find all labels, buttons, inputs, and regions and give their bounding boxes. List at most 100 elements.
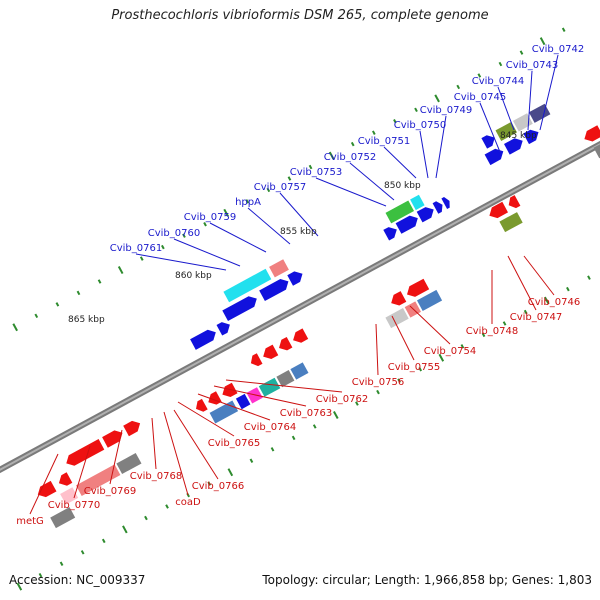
gene-feature bbox=[37, 480, 57, 498]
gene-label: Cvib_0745 bbox=[454, 92, 506, 103]
gene-feature bbox=[223, 268, 272, 303]
leader-line bbox=[247, 207, 291, 245]
tick-mark-upper bbox=[161, 244, 165, 250]
leader-line bbox=[163, 411, 189, 496]
tick-mark-lower bbox=[101, 538, 106, 544]
gene-label: Cvib_0765 bbox=[208, 438, 260, 449]
gene-feature bbox=[293, 328, 309, 343]
leader-line bbox=[391, 315, 415, 361]
gene-feature bbox=[407, 278, 430, 297]
leader-line bbox=[539, 54, 559, 131]
tick-mark-upper bbox=[182, 233, 186, 238]
leader-line bbox=[29, 453, 59, 515]
gene-feature bbox=[246, 387, 263, 404]
tick-mark-lower bbox=[16, 582, 23, 591]
gene-label: hppA bbox=[235, 197, 261, 208]
leader-line bbox=[419, 130, 429, 179]
gene-feature bbox=[523, 129, 539, 145]
tick-mark-lower bbox=[38, 572, 43, 578]
kbp-label: 860 kbp bbox=[175, 271, 212, 281]
tick-mark-upper bbox=[561, 27, 566, 32]
tick-mark-lower bbox=[438, 353, 445, 362]
gene-feature bbox=[481, 135, 495, 149]
tick-mark-lower bbox=[227, 468, 234, 477]
tick-mark-upper bbox=[117, 266, 124, 275]
kbp-label: 850 kbp bbox=[384, 181, 421, 191]
leader-line bbox=[349, 162, 395, 201]
leader-line bbox=[151, 417, 157, 470]
tick-mark-lower bbox=[481, 332, 486, 338]
map-title: Prosthecochloris vibrioformis DSM 265, c… bbox=[111, 8, 489, 23]
tick-mark-upper bbox=[76, 290, 81, 296]
tick-mark-lower bbox=[165, 504, 169, 509]
gene-feature bbox=[258, 377, 281, 397]
genome-summary-text: Topology: circular; Length: 1,966,858 bp… bbox=[262, 573, 592, 587]
gene-feature bbox=[410, 194, 425, 211]
tick-mark-lower bbox=[418, 366, 423, 372]
tick-mark-upper bbox=[34, 313, 39, 319]
gene-feature bbox=[76, 464, 121, 496]
tick-mark-upper bbox=[519, 50, 524, 55]
gene-label: Cvib_0769 bbox=[84, 486, 136, 497]
backbone-inner bbox=[0, 143, 600, 471]
tick-mark-upper bbox=[203, 222, 207, 227]
gene-label: Cvib_0763 bbox=[280, 408, 332, 419]
gene-feature bbox=[287, 271, 303, 286]
gene-feature bbox=[404, 301, 421, 318]
tick-mark-lower bbox=[566, 286, 570, 292]
tick-mark-upper bbox=[498, 61, 503, 67]
tick-mark-upper bbox=[287, 176, 292, 181]
gene-feature bbox=[190, 329, 216, 350]
leader-line bbox=[279, 192, 319, 237]
gene-label: Cvib_0749 bbox=[420, 105, 472, 116]
tick-mark-lower bbox=[376, 389, 380, 395]
tick-mark-lower bbox=[144, 515, 148, 521]
gene-feature bbox=[102, 430, 123, 448]
kbp-label: 845 kbp bbox=[500, 131, 537, 141]
leader-line bbox=[73, 445, 91, 499]
tick-mark-upper bbox=[308, 164, 313, 170]
gene-feature bbox=[383, 227, 397, 241]
tick-mark-upper bbox=[223, 208, 229, 217]
tick-mark-upper bbox=[414, 107, 418, 113]
gene-label: Cvib_0770 bbox=[48, 500, 100, 511]
leader-line bbox=[383, 146, 417, 179]
gene-feature bbox=[66, 439, 105, 466]
tick-mark-lower bbox=[333, 410, 339, 419]
tick-mark-lower bbox=[80, 550, 85, 555]
gene-label: Cvib_0761 bbox=[110, 243, 162, 254]
tick-mark-upper bbox=[477, 73, 482, 78]
gene-label: Cvib_0750 bbox=[394, 120, 446, 131]
gene-feature bbox=[528, 103, 551, 123]
tick-mark-lower bbox=[249, 458, 254, 463]
gene-label: Cvib_0747 bbox=[510, 312, 562, 323]
gene-feature bbox=[484, 148, 504, 166]
leader-line bbox=[527, 70, 533, 131]
gene-label: Cvib_0753 bbox=[290, 167, 342, 178]
gene-label: Cvib_0757 bbox=[254, 182, 306, 193]
tick-mark-lower bbox=[59, 561, 64, 566]
tick-mark-upper bbox=[245, 199, 250, 204]
gene-feature bbox=[263, 344, 279, 359]
gene-label: coaD bbox=[175, 497, 201, 508]
gene-feature bbox=[216, 322, 230, 336]
gene-feature bbox=[259, 279, 289, 301]
tick-mark-lower bbox=[523, 309, 528, 315]
leader-line bbox=[197, 393, 271, 421]
tick-mark-lower bbox=[355, 401, 359, 406]
tick-mark-upper bbox=[12, 323, 18, 332]
gene-feature bbox=[584, 125, 600, 142]
leader-line bbox=[315, 177, 387, 207]
leader-line bbox=[109, 429, 123, 485]
gene-feature bbox=[60, 487, 79, 505]
kbp-label: 855 kbp bbox=[280, 227, 317, 237]
gene-label: Cvib_0760 bbox=[148, 228, 200, 239]
leader-line bbox=[209, 222, 267, 253]
gene-label: metG bbox=[16, 516, 44, 527]
gene-label: Cvib_0751 bbox=[358, 136, 410, 147]
gene-feature bbox=[391, 291, 407, 306]
tick-mark-lower bbox=[207, 481, 212, 486]
gene-feature bbox=[489, 201, 508, 219]
gene-feature bbox=[416, 207, 434, 223]
